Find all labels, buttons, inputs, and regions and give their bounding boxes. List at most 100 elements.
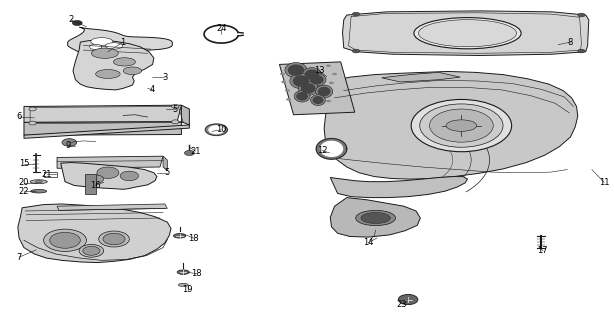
Polygon shape bbox=[61, 163, 157, 189]
Circle shape bbox=[578, 49, 585, 53]
Circle shape bbox=[326, 100, 331, 102]
Polygon shape bbox=[18, 204, 171, 263]
Ellipse shape bbox=[114, 58, 136, 66]
Text: 23: 23 bbox=[397, 300, 407, 308]
Circle shape bbox=[280, 73, 285, 75]
Circle shape bbox=[88, 175, 104, 183]
Ellipse shape bbox=[311, 95, 325, 106]
Ellipse shape bbox=[173, 234, 185, 238]
Ellipse shape bbox=[446, 120, 476, 131]
Circle shape bbox=[286, 98, 291, 101]
Ellipse shape bbox=[313, 96, 324, 104]
Circle shape bbox=[97, 167, 119, 179]
Ellipse shape bbox=[310, 75, 324, 84]
Polygon shape bbox=[85, 174, 96, 195]
Polygon shape bbox=[73, 40, 154, 90]
Polygon shape bbox=[24, 125, 189, 138]
Circle shape bbox=[329, 82, 334, 84]
Text: 6: 6 bbox=[17, 113, 21, 122]
Ellipse shape bbox=[35, 181, 42, 183]
Polygon shape bbox=[181, 105, 189, 125]
Text: 3: 3 bbox=[162, 73, 168, 82]
Ellipse shape bbox=[106, 43, 123, 49]
Circle shape bbox=[50, 232, 80, 248]
Text: 10: 10 bbox=[216, 125, 227, 134]
Polygon shape bbox=[382, 72, 460, 82]
Circle shape bbox=[44, 229, 87, 252]
Text: 20: 20 bbox=[18, 179, 29, 188]
Circle shape bbox=[285, 66, 290, 69]
Circle shape bbox=[83, 246, 100, 255]
Ellipse shape bbox=[302, 68, 322, 82]
Polygon shape bbox=[316, 139, 347, 159]
Polygon shape bbox=[163, 156, 168, 171]
Ellipse shape bbox=[305, 69, 319, 80]
Ellipse shape bbox=[294, 91, 310, 102]
Circle shape bbox=[62, 139, 77, 146]
Text: 18: 18 bbox=[188, 234, 199, 243]
Text: 2: 2 bbox=[69, 15, 74, 24]
Circle shape bbox=[171, 105, 179, 108]
Text: 13: 13 bbox=[314, 66, 325, 75]
Polygon shape bbox=[68, 27, 173, 60]
Polygon shape bbox=[24, 105, 181, 123]
Circle shape bbox=[326, 64, 331, 67]
Polygon shape bbox=[209, 126, 223, 133]
Circle shape bbox=[578, 13, 585, 17]
Circle shape bbox=[420, 104, 503, 147]
Ellipse shape bbox=[30, 180, 47, 184]
Text: 18: 18 bbox=[192, 269, 202, 278]
Ellipse shape bbox=[316, 85, 333, 98]
Text: 11: 11 bbox=[599, 178, 609, 187]
Text: 17: 17 bbox=[537, 246, 548, 255]
Text: 24: 24 bbox=[216, 24, 227, 33]
Circle shape bbox=[29, 121, 36, 125]
Circle shape bbox=[103, 233, 125, 245]
Ellipse shape bbox=[301, 83, 316, 93]
Ellipse shape bbox=[356, 210, 395, 226]
Text: 12: 12 bbox=[317, 146, 327, 155]
Circle shape bbox=[328, 91, 333, 94]
Ellipse shape bbox=[178, 283, 188, 286]
Ellipse shape bbox=[123, 67, 142, 75]
Circle shape bbox=[281, 81, 286, 83]
Ellipse shape bbox=[308, 73, 326, 86]
Ellipse shape bbox=[288, 64, 305, 76]
Polygon shape bbox=[57, 156, 163, 168]
Ellipse shape bbox=[90, 44, 102, 50]
Ellipse shape bbox=[293, 75, 309, 87]
Ellipse shape bbox=[91, 38, 113, 45]
Ellipse shape bbox=[177, 270, 189, 274]
Circle shape bbox=[72, 20, 82, 26]
Text: 5: 5 bbox=[173, 105, 178, 114]
Polygon shape bbox=[321, 141, 343, 156]
Circle shape bbox=[79, 244, 104, 257]
Ellipse shape bbox=[361, 212, 391, 224]
Polygon shape bbox=[330, 177, 467, 197]
Circle shape bbox=[352, 12, 360, 16]
Circle shape bbox=[99, 231, 130, 247]
Circle shape bbox=[184, 150, 194, 156]
Text: 21: 21 bbox=[190, 147, 201, 156]
Text: 4: 4 bbox=[150, 85, 155, 94]
Text: 19: 19 bbox=[182, 285, 193, 294]
Circle shape bbox=[398, 294, 418, 305]
Circle shape bbox=[352, 49, 360, 53]
Circle shape bbox=[430, 109, 493, 142]
Ellipse shape bbox=[91, 48, 119, 58]
Text: 22: 22 bbox=[18, 188, 29, 196]
Ellipse shape bbox=[296, 92, 308, 100]
Polygon shape bbox=[279, 62, 355, 115]
Polygon shape bbox=[324, 71, 578, 179]
Polygon shape bbox=[330, 197, 421, 237]
Polygon shape bbox=[205, 124, 227, 135]
Text: 16: 16 bbox=[90, 181, 101, 190]
Text: 1: 1 bbox=[120, 38, 126, 47]
Circle shape bbox=[285, 89, 290, 92]
Ellipse shape bbox=[317, 87, 330, 96]
Text: 8: 8 bbox=[568, 38, 573, 47]
Text: 15: 15 bbox=[18, 159, 29, 168]
Text: 9: 9 bbox=[66, 141, 71, 150]
Ellipse shape bbox=[419, 20, 516, 47]
Polygon shape bbox=[57, 204, 168, 210]
